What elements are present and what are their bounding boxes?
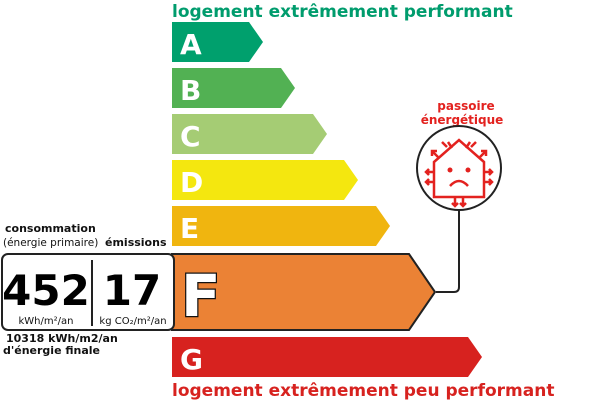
consumption-value: 452 <box>2 266 90 315</box>
passoire-circle <box>416 125 502 211</box>
class-letter-b: B <box>180 74 201 107</box>
consumption-title: consommation <box>5 222 96 235</box>
class-letter-c: C <box>180 120 201 153</box>
values-box <box>1 253 175 331</box>
emissions-title: émissions <box>105 236 167 249</box>
class-bar-e <box>172 206 390 246</box>
passoire-line1: passoire <box>437 99 494 113</box>
class-bar-a <box>172 22 263 62</box>
passoire-line2: énergétique <box>421 113 504 127</box>
leaky-house-icon <box>424 138 494 208</box>
emissions-unit: kg CO₂/m²/an <box>99 316 166 327</box>
class-letter-a: A <box>180 28 202 61</box>
class-letter-g: G <box>180 343 203 376</box>
bottom-label: logement extrêmement peu performant <box>172 381 554 401</box>
consumption-unit: kWh/m²/an <box>19 316 74 327</box>
class-letter-f: F <box>181 262 221 330</box>
class-bar-d <box>172 160 358 200</box>
connector-line <box>436 210 460 293</box>
top-label: logement extrêmement performant <box>172 2 513 22</box>
class-letter-e: E <box>180 212 199 245</box>
final-energy-line2: d'énergie finale <box>3 344 100 357</box>
final-energy-line1: 10318 kWh/m2/an <box>6 332 118 345</box>
class-bar-b <box>172 68 295 108</box>
class-bar-c <box>172 114 327 154</box>
class-bar-g <box>172 337 482 377</box>
consumption-subtitle: (énergie primaire) <box>3 237 98 249</box>
emissions-value: 17 <box>103 266 161 315</box>
class-letter-d: D <box>180 166 203 199</box>
